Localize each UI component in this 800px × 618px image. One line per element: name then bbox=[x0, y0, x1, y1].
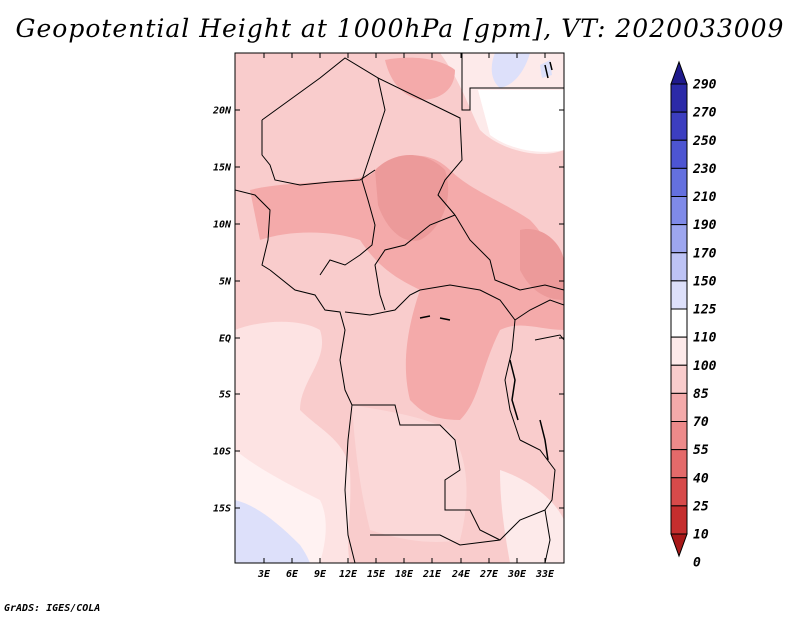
lon-label: 30E bbox=[507, 569, 527, 580]
lon-label: 9E bbox=[314, 569, 327, 580]
colorbar-label: 55 bbox=[693, 443, 709, 458]
colorbar-top-arrow bbox=[670, 60, 688, 85]
lon-label: 21E bbox=[422, 569, 442, 580]
field-blue-sw bbox=[235, 500, 310, 563]
colorbar-label: 100 bbox=[693, 359, 717, 374]
colorbar-label: 0 bbox=[693, 556, 701, 571]
colorbar-label: 110 bbox=[693, 331, 717, 346]
colorbar-segment bbox=[670, 196, 688, 226]
colorbar-label: 40 bbox=[693, 471, 709, 486]
lat-label: EQ bbox=[219, 334, 231, 345]
boundary-mozambique bbox=[519, 439, 556, 563]
lake-tanganyika bbox=[509, 359, 519, 421]
boundary-angola bbox=[352, 404, 501, 541]
field-south-light bbox=[352, 405, 467, 542]
colorbar-segment bbox=[670, 505, 688, 535]
lon-label: 6E bbox=[286, 569, 299, 580]
field-ne-white bbox=[478, 90, 564, 152]
colorbar-segment bbox=[670, 167, 688, 197]
longitude-axis: 3E 6E 9E 12E 15E 18E 21E 24E 27E 30E 33E bbox=[257, 53, 555, 580]
boundary-southern bbox=[370, 509, 546, 546]
colorbar-segment bbox=[670, 280, 688, 310]
boundary-namibia-coast bbox=[344, 404, 356, 563]
field-se-light bbox=[500, 470, 564, 563]
colorbar-segment bbox=[670, 477, 688, 507]
boundary-west-sahel bbox=[261, 120, 376, 186]
colorbar-segment bbox=[670, 224, 688, 254]
colorbar-label: 25 bbox=[692, 499, 709, 514]
boundary-gulf-coast bbox=[269, 269, 353, 406]
field-east-core bbox=[520, 229, 564, 300]
lat-label: 5S bbox=[219, 390, 231, 401]
map-frame bbox=[234, 52, 565, 564]
colorbar-label: 125 bbox=[693, 303, 717, 318]
sinai-coast bbox=[544, 61, 553, 79]
lat-label: 20N bbox=[212, 106, 232, 117]
field-darkest-core bbox=[375, 155, 449, 241]
colorbar-bottom-arrow bbox=[670, 533, 688, 558]
lon-label: 15E bbox=[367, 569, 386, 580]
lat-label: 15S bbox=[213, 504, 231, 515]
colorbar-label: 210 bbox=[692, 190, 717, 205]
colorbar-label: 10 bbox=[693, 528, 709, 543]
colorbar-segment bbox=[670, 111, 688, 141]
boundary-west-coast bbox=[235, 189, 271, 271]
colorbar-segment bbox=[670, 336, 688, 366]
colorbar-label: 70 bbox=[693, 415, 709, 430]
latitude-axis: 20N 15N 10N 5N EQ 5S 10S 15S bbox=[212, 106, 564, 515]
boundary-cameroon bbox=[319, 179, 376, 276]
boundary-car bbox=[374, 214, 456, 311]
colorbar-segment bbox=[670, 252, 688, 282]
lon-label: 12E bbox=[339, 569, 358, 580]
field-darker-band bbox=[250, 155, 564, 420]
boundary-congo-north bbox=[344, 289, 421, 316]
lon-label: 18E bbox=[395, 569, 414, 580]
colorbar-label: 290 bbox=[692, 78, 717, 93]
colorbar-label: 85 bbox=[693, 387, 709, 402]
country-boundaries bbox=[235, 53, 564, 563]
colorbar-segment bbox=[670, 449, 688, 479]
colorbar-label: 250 bbox=[692, 134, 717, 149]
lat-label: 10N bbox=[213, 220, 232, 231]
colorbar-label: 270 bbox=[692, 106, 717, 121]
geopotential-field bbox=[235, 53, 564, 563]
river-marks bbox=[419, 315, 451, 321]
colorbar-segment bbox=[670, 83, 688, 113]
lon-label: 24E bbox=[451, 569, 471, 580]
lat-label: 10S bbox=[213, 447, 231, 458]
colorbar-segment bbox=[670, 421, 688, 451]
lon-label: 27E bbox=[479, 569, 499, 580]
map-title: Geopotential Height at 1000hPa [gpm], VT… bbox=[15, 14, 785, 43]
colorbar-segment bbox=[670, 139, 688, 169]
colorbar-label: 230 bbox=[692, 162, 717, 177]
colorbar-label: 190 bbox=[693, 218, 717, 233]
colorbar-segment bbox=[670, 364, 688, 394]
lon-label: 3E bbox=[257, 569, 271, 580]
colorbar-segment bbox=[670, 392, 688, 422]
colorbar-label: 170 bbox=[693, 246, 717, 261]
colorbar: 2902702502302101901701501251101008570554… bbox=[670, 60, 717, 571]
boundary-chad bbox=[377, 77, 463, 216]
lat-label: 15N bbox=[213, 163, 232, 174]
lon-label: 33E bbox=[535, 569, 555, 580]
lat-label: 5N bbox=[219, 277, 232, 288]
boundary-libya-egypt bbox=[461, 53, 564, 111]
field-blue-ne bbox=[491, 53, 530, 88]
colorbar-label: 150 bbox=[693, 274, 717, 289]
lake-malawi bbox=[539, 419, 549, 461]
boundary-sudan bbox=[454, 214, 564, 291]
colorbar-segment bbox=[670, 308, 688, 338]
boundary-uganda bbox=[514, 299, 564, 321]
grads-credit: GrADS: IGES/COLA bbox=[4, 603, 101, 614]
